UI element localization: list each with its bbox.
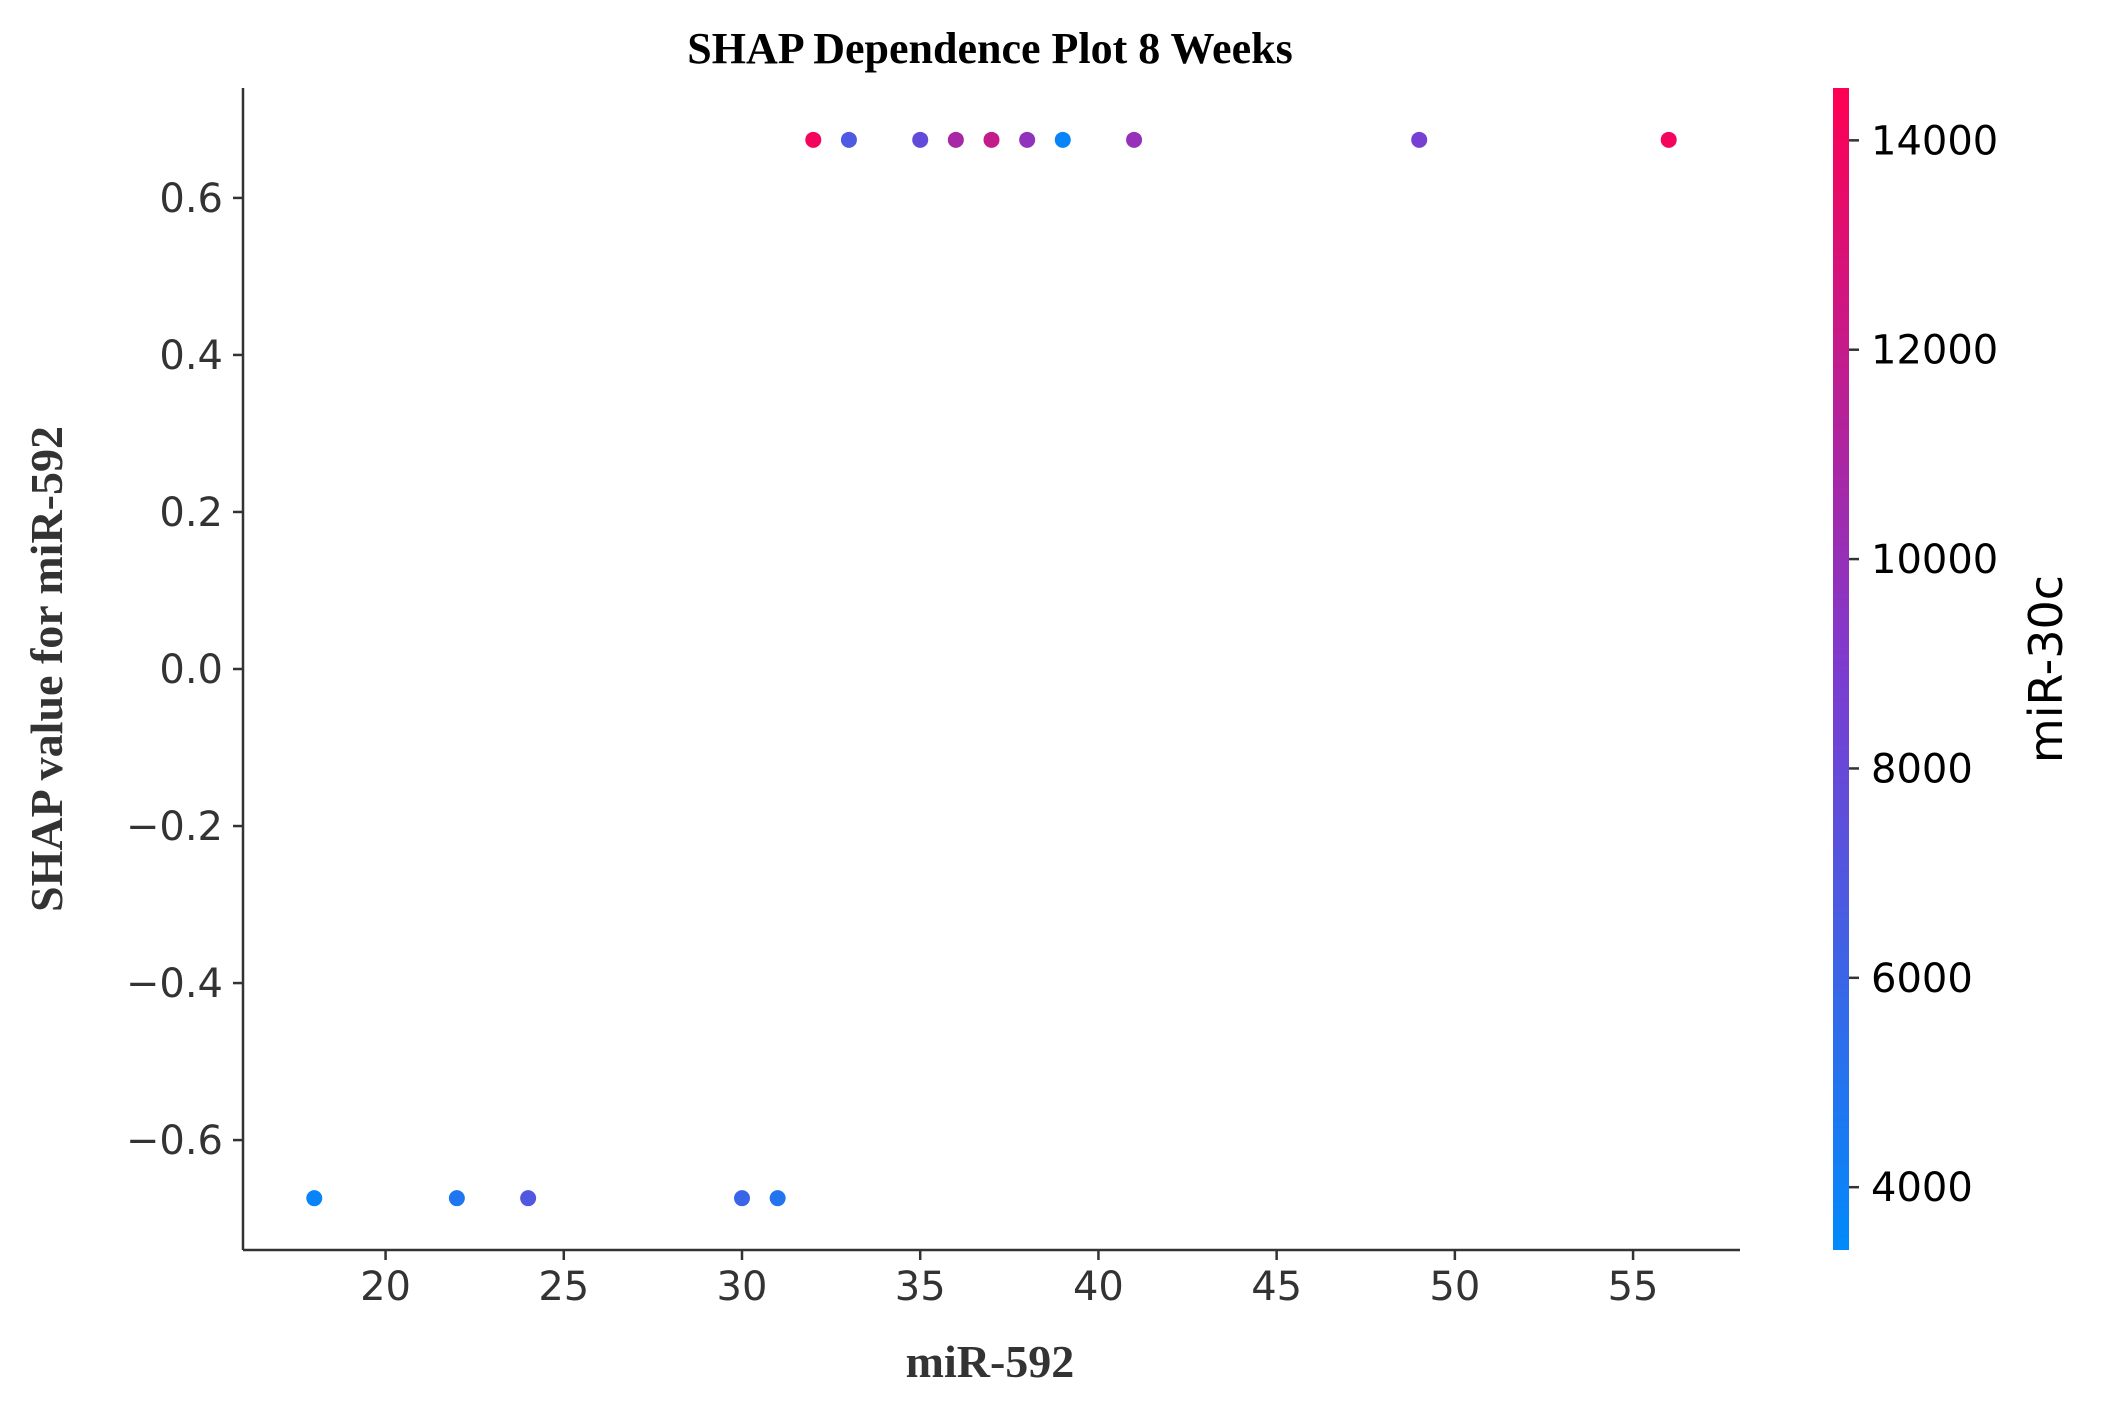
- chart-title: SHAP Dependence Plot 8 Weeks: [687, 24, 1292, 73]
- scatter-point: [805, 131, 822, 148]
- scatter-points: [306, 131, 1677, 1207]
- scatter-point: [306, 1190, 323, 1207]
- x-tick-label: 25: [538, 1264, 589, 1310]
- scatter-point: [912, 131, 929, 148]
- scatter-point: [1411, 131, 1428, 148]
- colorbar: 4000 6000 8000 10000 12000 14000 miR-30c: [1833, 88, 2073, 1250]
- colorbar-tick-label: 6000: [1871, 956, 1973, 1002]
- scatter-point: [448, 1190, 465, 1207]
- x-axis-ticks: 20 25 30 35 40 45 50 55: [360, 1250, 1659, 1310]
- scatter-point: [769, 1190, 786, 1207]
- colorbar-tick-label: 14000: [1871, 118, 1998, 164]
- y-tick-label: 0.4: [159, 333, 223, 379]
- scatter-point: [734, 1190, 750, 1207]
- colorbar-label: miR-30c: [2019, 575, 2073, 763]
- scatter-point: [947, 131, 964, 148]
- x-tick-label: 40: [1073, 1264, 1124, 1310]
- y-axis-label: SHAP value for miR-592: [21, 426, 72, 912]
- y-tick-label: 0.6: [159, 176, 223, 222]
- scatter-point: [840, 131, 857, 148]
- y-tick-label: 0.0: [159, 647, 223, 693]
- x-tick-label: 45: [1251, 1264, 1302, 1310]
- plot-area: 20 25 30 35 40 45 50 55 0.6 0.4 0.2 0.0 −0.2 −0.4 −0.…: [126, 88, 1740, 1310]
- colorbar-tick-label: 8000: [1871, 746, 1973, 792]
- scatter-point: [520, 1190, 537, 1207]
- colorbar-gradient: [1833, 88, 1849, 1250]
- y-tick-label: −0.4: [126, 961, 223, 1007]
- x-tick-label: 35: [895, 1264, 946, 1310]
- y-tick-label: 0.2: [159, 490, 223, 536]
- x-tick-label: 55: [1608, 1264, 1659, 1310]
- x-tick-label: 50: [1429, 1264, 1480, 1310]
- x-tick-label: 30: [717, 1264, 768, 1310]
- scatter-point: [1054, 131, 1071, 148]
- scatter-point: [1126, 131, 1143, 148]
- x-axis-label: miR-592: [906, 1336, 1075, 1387]
- scatter-point: [1660, 131, 1677, 148]
- scatter-point: [1019, 131, 1036, 148]
- x-tick-label: 20: [360, 1264, 411, 1310]
- y-axis-ticks: 0.6 0.4 0.2 0.0 −0.2 −0.4 −0.6: [126, 176, 243, 1164]
- colorbar-tick-label: 10000: [1871, 537, 1998, 583]
- colorbar-tick-label: 4000: [1871, 1165, 1973, 1211]
- y-tick-label: −0.6: [126, 1118, 223, 1164]
- colorbar-ticks: 4000 6000 8000 10000 12000 14000: [1849, 118, 1998, 1211]
- scatter-point: [983, 131, 1000, 148]
- colorbar-tick-label: 12000: [1871, 328, 1998, 374]
- y-tick-label: −0.2: [126, 804, 223, 850]
